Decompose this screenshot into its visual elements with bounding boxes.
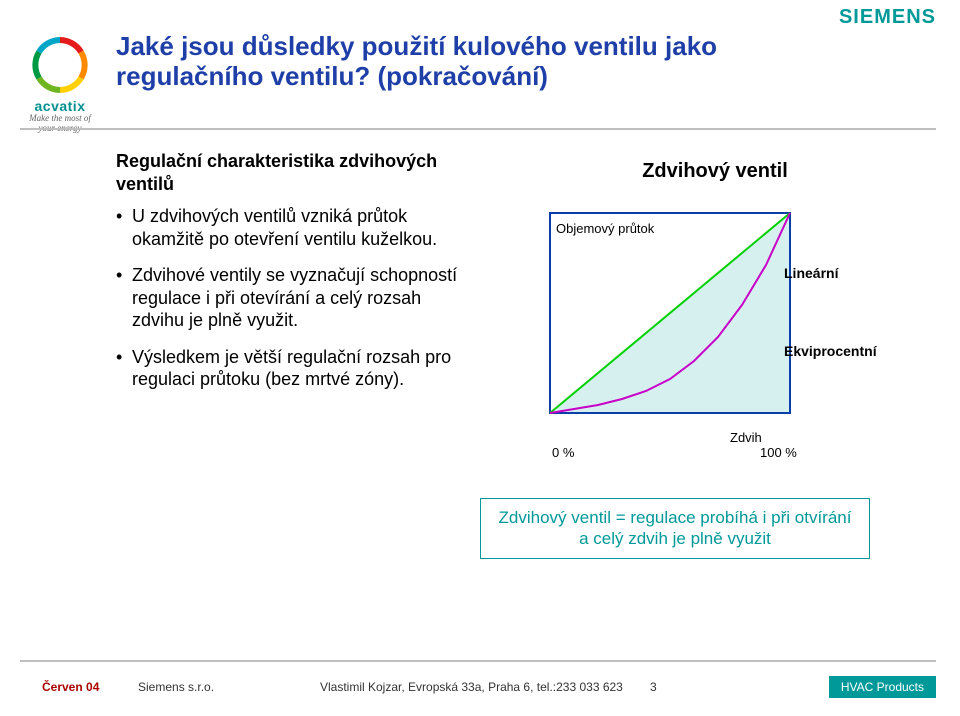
footer-company: Siemens s.r.o.	[138, 680, 214, 694]
acvatix-logo: acvatix Make the most of your energy	[20, 34, 100, 124]
slide: SIEMENS acvatix Make the most of your en…	[0, 0, 960, 716]
bullet-item: Zdvihové ventily se vyznačují schopností…	[116, 264, 476, 332]
footer-tag: HVAC Products	[829, 676, 936, 698]
bullet-list: U zdvihových ventilů vzniká průtok okamž…	[116, 205, 476, 391]
logo-subline: Make the most of your energy	[20, 113, 100, 133]
title-line-1: Jaké jsou důsledky použití kulového vent…	[116, 31, 717, 61]
chart-y-label: Objemový průtok	[556, 221, 654, 236]
logo-ring-icon	[29, 34, 91, 96]
footer-page-number: 3	[650, 680, 657, 694]
chart-tick-0: 0 %	[552, 445, 574, 460]
chart-area: Zdvihový ventil Objemový průtok Zdvih 0 …	[530, 160, 900, 463]
chart-x-label: Zdvih	[730, 430, 762, 445]
title-line-2: regulačního ventilu? (pokračování)	[116, 62, 932, 92]
footer-date: Červen 04	[42, 680, 99, 694]
body-text: Regulační charakteristika zdvihových ven…	[116, 150, 476, 405]
chart-series-labels: Lineární Ekviprocentní	[784, 203, 894, 423]
slide-title: Jaké jsou důsledky použití kulového vent…	[116, 32, 932, 92]
logo-word: acvatix	[20, 98, 100, 114]
footer: Červen 04 Siemens s.r.o. Vlastimil Kojza…	[20, 670, 936, 698]
footer-center: Vlastimil Kojzar, Evropská 33a, Praha 6,…	[320, 680, 623, 694]
chart-box: Objemový průtok Zdvih 0 % 100 % Lineární…	[530, 203, 890, 463]
bullet-item: U zdvihových ventilů vzniká průtok okamž…	[116, 205, 476, 250]
chart-tick-100: 100 %	[760, 445, 797, 460]
series-label-linear: Lineární	[784, 265, 838, 281]
footer-divider	[20, 660, 936, 662]
brand-word: SIEMENS	[839, 6, 936, 29]
callout-box: Zdvihový ventil = regulace probíhá i při…	[480, 498, 870, 559]
chart-title: Zdvihový ventil	[530, 160, 900, 183]
title-divider	[20, 128, 936, 130]
bullet-item: Výsledkem je větší regulační rozsah pro …	[116, 346, 476, 391]
series-label-equalpct: Ekviprocentní	[784, 343, 877, 359]
body-heading: Regulační charakteristika zdvihových ven…	[116, 150, 476, 195]
